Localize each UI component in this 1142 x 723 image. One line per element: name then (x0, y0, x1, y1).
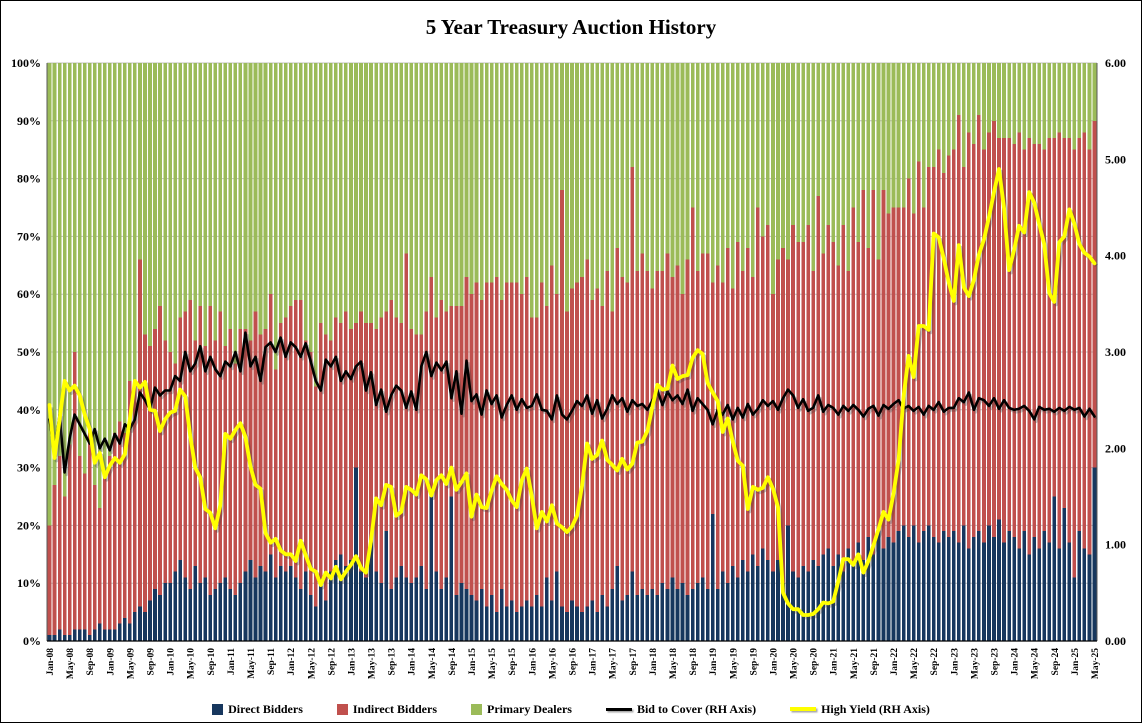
high-yield-line-swatch-icon (790, 707, 817, 711)
svg-text:Jan-23: Jan-23 (950, 648, 960, 676)
svg-text:Sep-19: Sep-19 (749, 648, 759, 676)
legend-label-primary-dealers: Primary Dealers (487, 701, 572, 716)
svg-text:Jan-17: Jan-17 (589, 648, 599, 676)
svg-text:60%: 60% (17, 287, 41, 301)
svg-text:Sep-22: Sep-22 (930, 648, 940, 676)
svg-text:Sep-18: Sep-18 (689, 648, 699, 676)
svg-text:May-11: May-11 (247, 648, 257, 679)
svg-text:Sep-21: Sep-21 (870, 648, 880, 676)
svg-text:70%: 70% (17, 229, 41, 243)
svg-text:5.00: 5.00 (1105, 152, 1126, 166)
legend-item-indirect-bidders: Indirect Bidders (336, 701, 437, 717)
indirect-bidders-swatch-icon (336, 703, 348, 715)
svg-text:6.00: 6.00 (1105, 56, 1126, 70)
svg-text:0%: 0% (23, 634, 41, 648)
svg-text:May-10: May-10 (187, 648, 197, 679)
svg-text:Jan-09: Jan-09 (106, 648, 116, 676)
svg-text:80%: 80% (17, 172, 41, 186)
svg-text:20%: 20% (17, 518, 41, 532)
svg-text:May-22: May-22 (910, 648, 920, 679)
legend-item-direct-bidders: Direct Bidders (212, 702, 303, 717)
legend-label-high-yield: High Yield (RH Axis) (821, 701, 930, 716)
legend-label-indirect-bidders: Indirect Bidders (352, 701, 437, 716)
svg-text:1.00: 1.00 (1105, 538, 1126, 552)
svg-text:Sep-08: Sep-08 (86, 648, 96, 676)
svg-text:May-19: May-19 (729, 648, 739, 679)
svg-text:Jan-19: Jan-19 (709, 648, 719, 676)
svg-text:May-08: May-08 (66, 648, 76, 679)
svg-text:Jan-24: Jan-24 (1011, 648, 1021, 676)
svg-text:Sep-15: Sep-15 (508, 648, 518, 676)
plot-area: 0% 10% 20% 30% 40% 50% 60% 70% 80% 90% 100% 0.00 1.0… (11, 56, 1126, 679)
legend-label-direct-bidders: Direct Bidders (228, 701, 303, 716)
svg-text:Sep-17: Sep-17 (629, 648, 639, 676)
svg-text:100%: 100% (11, 56, 41, 70)
svg-text:30%: 30% (17, 461, 41, 475)
svg-text:May-14: May-14 (428, 648, 438, 679)
svg-text:May-16: May-16 (548, 648, 558, 679)
svg-text:40%: 40% (17, 403, 41, 417)
svg-text:Sep-10: Sep-10 (207, 648, 217, 676)
svg-text:Jan-18: Jan-18 (649, 648, 659, 676)
svg-text:2.00: 2.00 (1105, 441, 1126, 455)
svg-text:10%: 10% (17, 576, 41, 590)
svg-text:Sep-12: Sep-12 (327, 648, 337, 676)
svg-text:Sep-23: Sep-23 (991, 648, 1001, 676)
svg-text:Sep-24: Sep-24 (1051, 648, 1061, 676)
svg-text:Jan-15: Jan-15 (468, 648, 478, 676)
svg-text:May-20: May-20 (790, 648, 800, 679)
svg-text:Jan-20: Jan-20 (769, 648, 779, 676)
svg-text:Sep-20: Sep-20 (810, 648, 820, 676)
svg-text:May-13: May-13 (368, 648, 378, 679)
svg-text:Jan-12: Jan-12 (287, 648, 297, 676)
svg-text:May-25: May-25 (1091, 648, 1101, 679)
svg-text:May-23: May-23 (970, 648, 980, 679)
svg-text:Sep-11: Sep-11 (267, 648, 277, 675)
svg-text:Jan-13: Jan-13 (347, 648, 357, 676)
svg-text:May-17: May-17 (609, 648, 619, 679)
chart-legend: Direct Bidders Indirect Bidders Primary … (1, 697, 1141, 721)
svg-text:May-24: May-24 (1031, 648, 1041, 679)
svg-text:Sep-14: Sep-14 (448, 648, 458, 676)
svg-text:Jan-11: Jan-11 (227, 648, 237, 675)
chart-title: 5 Year Treasury Auction History (425, 14, 717, 39)
svg-text:May-18: May-18 (669, 648, 679, 679)
direct-bidders-swatch-icon (212, 703, 224, 715)
legend-item-primary-dealers: Primary Dealers (471, 702, 572, 717)
svg-text:Jan-21: Jan-21 (830, 648, 840, 676)
svg-text:May-09: May-09 (126, 648, 136, 679)
svg-text:May-12: May-12 (307, 648, 317, 679)
svg-text:0.00: 0.00 (1105, 634, 1126, 648)
svg-text:May-21: May-21 (850, 648, 860, 679)
svg-text:Jan-22: Jan-22 (890, 648, 900, 676)
legend-item-bid-to-cover: Bid to Cover (RH Axis) (605, 701, 757, 717)
svg-text:May-15: May-15 (488, 648, 498, 679)
svg-text:90%: 90% (17, 114, 41, 128)
svg-text:Sep-09: Sep-09 (146, 648, 156, 676)
svg-text:Jan-08: Jan-08 (46, 648, 56, 676)
svg-text:Sep-13: Sep-13 (388, 648, 398, 676)
primary-dealers-swatch-icon (471, 703, 482, 715)
svg-text:Sep-16: Sep-16 (569, 648, 579, 676)
legend-item-high-yield: High Yield (RH Axis) (790, 702, 930, 717)
svg-text:3.00: 3.00 (1105, 345, 1126, 359)
svg-text:Jan-16: Jan-16 (528, 648, 538, 676)
svg-text:Jan-10: Jan-10 (167, 648, 177, 676)
bid-to-cover-line-swatch-icon (605, 707, 632, 711)
legend-label-bid-to-cover: Bid to Cover (RH Axis) (636, 701, 757, 716)
svg-text:50%: 50% (17, 345, 41, 359)
svg-text:Jan-14: Jan-14 (408, 648, 418, 676)
svg-text:Jan-25: Jan-25 (1071, 648, 1081, 676)
svg-text:4.00: 4.00 (1105, 249, 1126, 263)
